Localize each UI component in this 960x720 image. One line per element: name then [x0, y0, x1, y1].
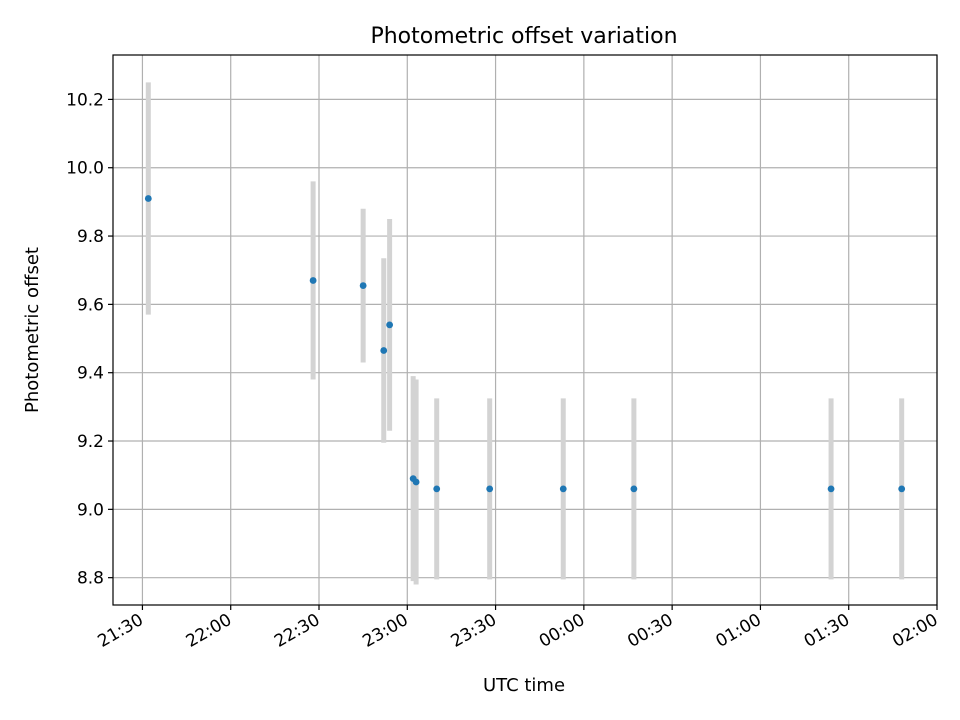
data-points	[144, 195, 906, 493]
y-tick-label: 9.6	[77, 295, 104, 315]
y-axis-label: Photometric offset	[22, 247, 43, 413]
y-tick-label: 9.2	[77, 432, 104, 452]
data-point	[827, 485, 835, 493]
data-point	[309, 277, 317, 284]
data-point	[386, 321, 394, 329]
y-tick-label: 10.0	[66, 159, 104, 179]
data-point	[486, 485, 494, 493]
y-tick-label: 9.4	[77, 364, 104, 384]
data-point	[359, 282, 367, 289]
data-point	[898, 485, 906, 493]
y-axis-ticks: 8.8 9.0 9.2 9.4 9.6 9.8 10.0 10.2	[66, 90, 113, 589]
y-tick-label: 9.0	[77, 500, 104, 520]
x-axis-label: UTC time	[483, 675, 565, 696]
plot-frame	[112, 54, 938, 606]
y-tick-label: 9.8	[77, 227, 104, 247]
data-point	[559, 485, 567, 493]
data-point	[433, 485, 441, 493]
y-tick-label: 10.2	[66, 90, 104, 110]
data-point	[630, 485, 638, 493]
data-point	[380, 347, 388, 354]
data-point	[144, 195, 152, 202]
grid	[113, 55, 938, 605]
data-point	[412, 478, 420, 486]
y-tick-label: 8.8	[77, 569, 104, 589]
chart-title: Photometric offset variation	[370, 24, 677, 49]
